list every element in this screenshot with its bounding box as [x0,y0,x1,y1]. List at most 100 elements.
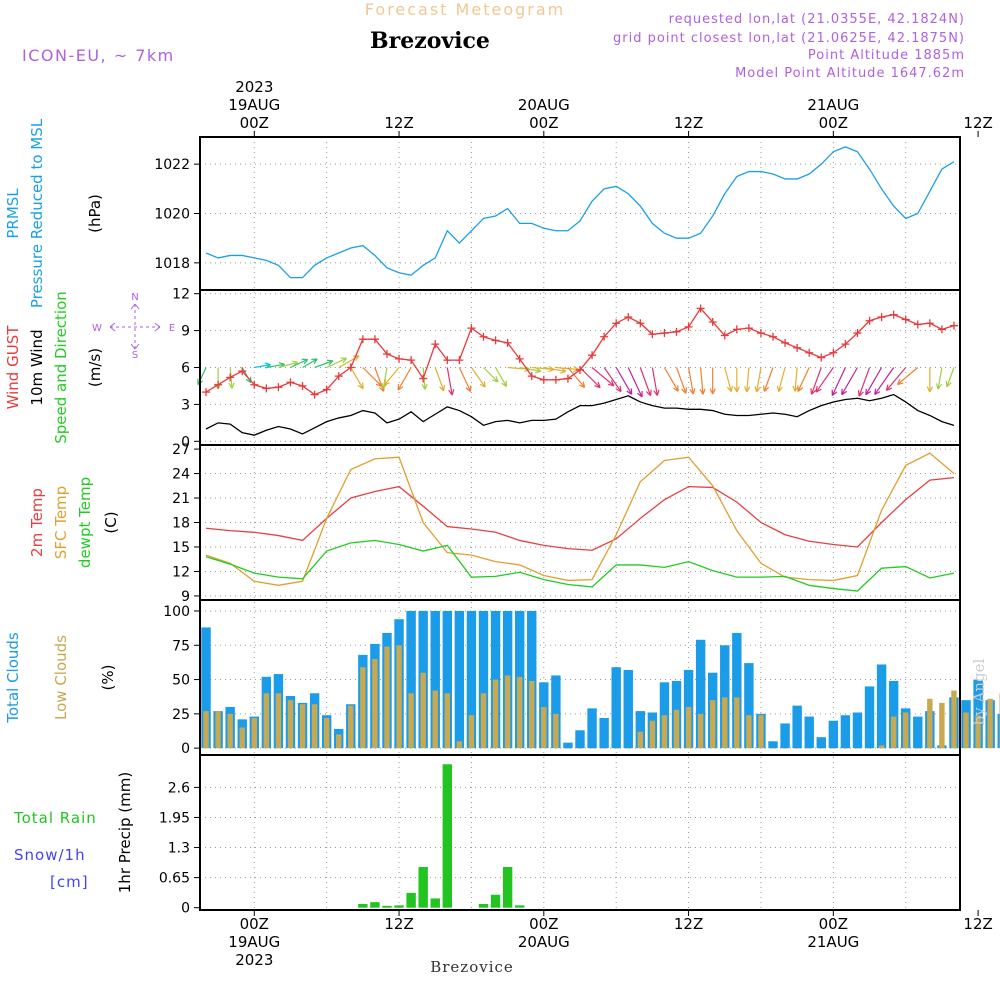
gust-marker [660,329,669,338]
bar-low-clouds [565,748,571,749]
requested-coords: requested lon,lat (21.0355E, 42.1824N) [669,12,965,27]
wind-arrow [831,367,846,397]
gust-marker [382,349,391,358]
y-tick-label: 18 [172,516,190,532]
gust-marker [226,373,235,382]
panel-label: Total Clouds [4,632,22,724]
bar-low-clouds [939,702,945,749]
bar-low-clouds [432,690,438,749]
wind-arrow [458,367,472,392]
gust-marker [491,336,500,345]
wind-arrow [434,367,445,392]
gust-marker [358,335,367,344]
series-2m-temp [205,476,955,551]
bar-total-rain [502,866,513,908]
series-total-rain [358,764,525,908]
gust-marker [612,319,621,328]
bar-low-clouds [963,712,969,749]
panel-label: Low Clouds [52,635,70,720]
wind-arrow [865,367,883,396]
wind-arrow [314,359,334,369]
bar-total-clouds [888,680,899,749]
bottom-x-tick-label: 20AUG [518,933,570,951]
wind-arrow [885,367,907,392]
gust-marker [672,327,681,336]
wind-arrow [926,367,933,393]
series-wind-gust [202,304,958,399]
bottom-x-tick-label: 19AUG [228,933,280,951]
gust-marker [419,374,428,383]
y-tick-label: 9 [181,324,190,340]
gust-marker [925,319,934,328]
bar-low-clouds [806,748,812,749]
gust-marker [841,340,850,349]
wind-arrow [639,367,652,397]
compass-e: E [169,323,175,334]
bar-low-clouds [553,713,559,749]
gust-marker [503,338,512,347]
top-x-tick-label: 12Z [963,114,992,132]
bar-low-clouds [408,693,414,749]
bar-low-clouds [516,676,523,749]
wind-arrow [446,367,455,396]
compass-w: W [92,323,102,334]
bar-low-clouds [601,748,607,749]
wind-arrow [290,358,309,369]
bar-total-clouds [973,679,983,749]
bar-low-clouds [420,672,426,749]
y-tick-label: 15 [172,540,190,556]
panel-unit-label: (C) [102,511,120,533]
top-x-tick-label: 12Z [384,114,413,132]
gust-marker [238,367,247,376]
bar-total-clouds [695,639,706,749]
y-tick-label: 100 [163,604,190,620]
bar-total-rain [406,892,416,908]
line-dewpt-temp [205,539,955,592]
bottom-x-tick-label: 2023 [235,951,273,969]
gust-marker [286,378,295,387]
wind-arrow [627,367,643,398]
model-point-altitude: Model Point Altitude 1647.62m [735,66,965,81]
wind-arrow [383,367,400,386]
wind-arrow [663,367,679,392]
wind-arrow [615,367,633,395]
gust-marker [853,329,862,338]
gust-marker [443,356,452,365]
top-x-tick-label: 12Z [674,114,703,132]
compass-n: N [131,292,138,303]
compass-legend: N S W E [92,292,175,361]
point-altitude: Point Altitude 1885m [808,48,965,63]
gust-marker [600,332,609,341]
gust-marker [805,348,814,357]
bar-low-clouds [323,717,330,749]
bar-low-clouds [734,697,740,749]
gust-marker [901,315,910,324]
wind-arrow [555,365,580,373]
bottom-x-tick-label: 21AUG [807,933,859,951]
gust-marker [817,353,826,362]
bar-low-clouds [239,727,245,749]
bar-low-clouds [529,680,535,749]
gust-marker [407,356,416,365]
y-tick-label: 25 [172,707,190,723]
bar-low-clouds [951,690,957,749]
bar-total-rain [490,894,501,908]
bar-low-clouds [384,646,390,749]
bar-total-clouds [201,627,211,749]
bar-total-clouds [551,675,561,749]
wind-arrow [935,367,943,390]
bar-low-clouds [299,704,306,749]
gust-marker [322,385,331,394]
panel-unit-label: (%) [99,665,117,691]
gust-marker [624,313,633,322]
bar-total-clouds [635,711,646,749]
bar-low-clouds [311,704,318,749]
wind-arrow [797,367,810,392]
wind-arrow [651,367,660,396]
bar-total-rain [394,905,404,908]
bar-low-clouds [915,748,921,749]
bar-total-clouds [997,713,1000,749]
gust-marker [781,338,790,347]
series-prmsl [205,146,955,279]
bar-total-rain [442,764,453,908]
